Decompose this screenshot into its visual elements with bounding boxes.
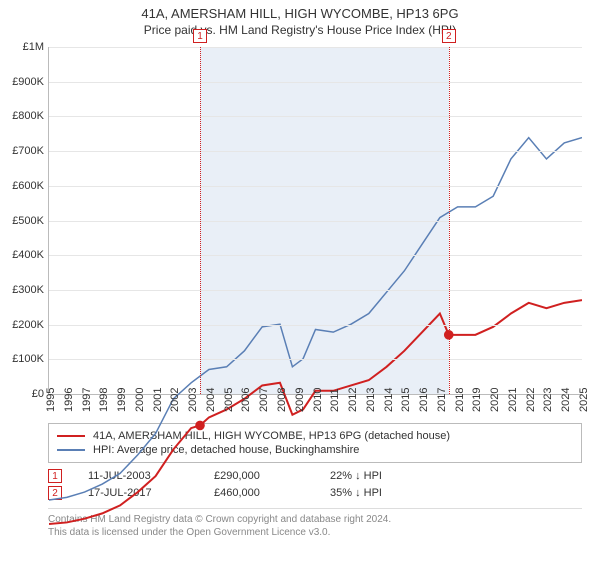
chart-title-line2: Price paid vs. HM Land Registry's House … [0,23,600,37]
x-tick-label: 2014 [383,388,395,412]
gridline [49,47,582,48]
x-tick-label: 2015 [400,388,412,412]
x-tick-label: 2004 [205,388,217,412]
sale-marker-dot [195,421,205,431]
gridline [49,186,582,187]
x-tick-label: 2022 [525,388,537,412]
y-tick-label: £400K [12,249,49,261]
x-tick-label: 1999 [116,388,128,412]
x-tick-label: 2006 [240,388,252,412]
y-tick-label: £600K [12,180,49,192]
y-tick-label: £900K [12,76,49,88]
gridline [49,116,582,117]
gridline [49,255,582,256]
gridline [49,325,582,326]
y-tick-label: £200K [12,319,49,331]
sale-marker-line [200,47,201,394]
sale-marker-badge: 2 [442,29,456,43]
y-tick-label: £800K [12,110,49,122]
x-tick-label: 2025 [578,388,590,412]
x-tick-label: 2005 [223,388,235,412]
x-tick-label: 2016 [418,388,430,412]
y-tick-label: £500K [12,215,49,227]
y-tick-label: £1M [23,41,49,53]
gridline [49,151,582,152]
x-tick-label: 2009 [294,388,306,412]
series-line [49,300,582,524]
x-tick-label: 2021 [507,388,519,412]
x-tick-label: 2008 [276,388,288,412]
x-tick-label: 1997 [81,388,93,412]
x-tick-label: 2000 [134,388,146,412]
sale-marker-line [449,47,450,394]
x-tick-label: 2007 [258,388,270,412]
x-tick-label: 2012 [347,388,359,412]
x-tick-label: 2001 [152,388,164,412]
x-tick-label: 2020 [489,388,501,412]
gridline [49,221,582,222]
y-tick-label: £300K [12,284,49,296]
chart-title-line1: 41A, AMERSHAM HILL, HIGH WYCOMBE, HP13 6… [0,6,600,21]
gridline [49,359,582,360]
x-tick-label: 2018 [454,388,466,412]
x-tick-label: 2010 [312,388,324,412]
x-tick-label: 2013 [365,388,377,412]
y-tick-label: £100K [12,353,49,365]
x-tick-label: 2024 [560,388,572,412]
x-tick-label: 2017 [436,388,448,412]
chart-svg [49,47,582,580]
chart-area: £0£100K£200K£300K£400K£500K£600K£700K£80… [48,47,582,417]
plot-area: £0£100K£200K£300K£400K£500K£600K£700K£80… [48,47,582,395]
gridline [49,82,582,83]
x-tick-label: 1995 [45,388,57,412]
x-tick-label: 1998 [98,388,110,412]
x-tick-label: 1996 [63,388,75,412]
x-tick-label: 2002 [169,388,181,412]
x-tick-label: 2003 [187,388,199,412]
x-tick-label: 2011 [329,388,341,412]
y-tick-label: £700K [12,145,49,157]
x-tick-label: 2023 [542,388,554,412]
gridline [49,290,582,291]
series-line [49,138,582,500]
x-tick-label: 2019 [471,388,483,412]
chart-title-block: 41A, AMERSHAM HILL, HIGH WYCOMBE, HP13 6… [0,0,600,37]
sale-marker-badge: 1 [193,29,207,43]
